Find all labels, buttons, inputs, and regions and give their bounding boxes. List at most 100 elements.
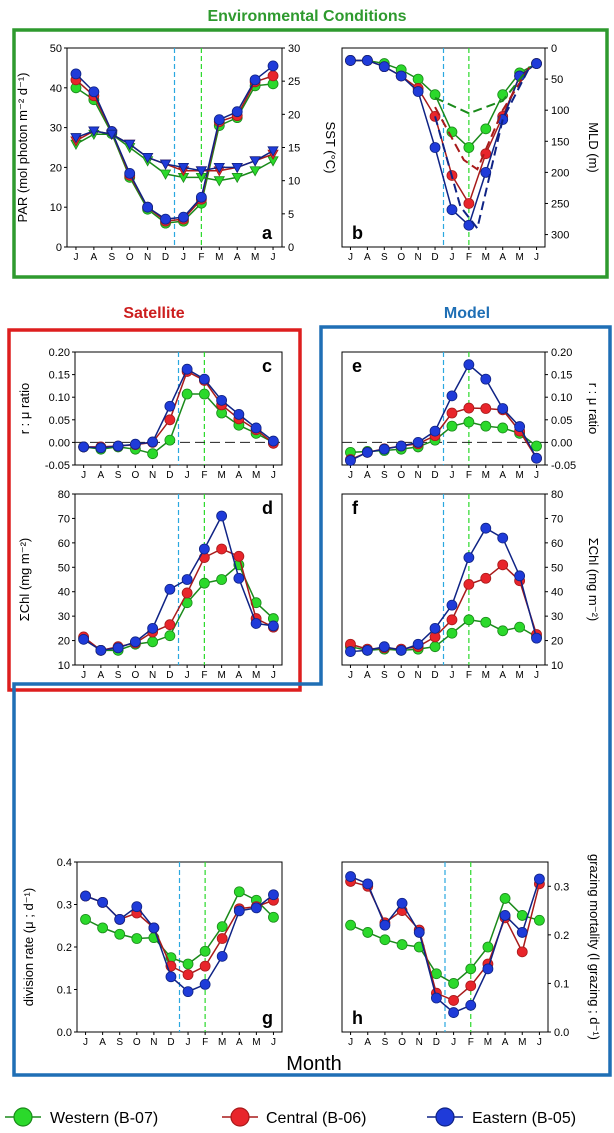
y-right-tick-label: 0.10 [551, 392, 572, 404]
y-right-tick-label: 300 [551, 230, 569, 242]
data-point [198, 373, 210, 385]
panel-label: f [352, 498, 359, 518]
y-tick-label: 10 [50, 202, 62, 214]
panel-label: a [262, 223, 273, 243]
data-point [97, 922, 109, 934]
y-right-axis-title: MLD (m) [586, 122, 601, 173]
model-frame [12, 325, 612, 1077]
data-point [178, 211, 189, 223]
data-point [195, 191, 207, 203]
y-right-tick-label: 0.2 [554, 930, 569, 942]
sst-marker [267, 146, 279, 157]
y-right-tick-label: 250 [551, 198, 569, 210]
data-point [465, 980, 477, 992]
data-point [429, 641, 441, 653]
x-tick-label: J [73, 252, 78, 263]
x-tick-label: J [83, 1037, 88, 1048]
data-point [396, 897, 408, 909]
x-tick-label: N [415, 252, 422, 263]
x-tick-label: M [482, 670, 490, 681]
y-right-tick-label: 10 [288, 176, 300, 188]
x-tick-label: A [364, 252, 371, 263]
x-tick-label: J [449, 252, 454, 263]
data-point [249, 74, 261, 86]
data-point [95, 644, 107, 656]
x-tick-label: J [348, 470, 353, 481]
data-point [463, 142, 475, 153]
sst-marker [213, 162, 225, 174]
data-point [463, 578, 475, 590]
data-point [181, 574, 193, 585]
x-tick-label: D [433, 1037, 440, 1048]
x-tick-label: J [451, 1037, 456, 1048]
data-point [216, 950, 228, 962]
x-tick-label: N [144, 252, 151, 263]
x-tick-label: F [466, 470, 472, 481]
data-point [531, 440, 542, 452]
y-right-tick-label: 0.1 [554, 978, 569, 990]
data-point [395, 70, 407, 82]
x-tick-label: S [115, 470, 122, 481]
data-point [95, 442, 107, 454]
legend-marker-eastern [435, 1107, 455, 1127]
legend-item-central: Central (B-06) [222, 1107, 366, 1127]
data-point [463, 359, 475, 371]
data-point [345, 646, 356, 657]
y-tick-label: 80 [58, 489, 70, 501]
x-tick-label: A [364, 470, 371, 481]
data-point [378, 443, 390, 455]
data-point [70, 68, 82, 80]
x-tick-label: M [515, 252, 523, 263]
sst-marker [141, 153, 154, 164]
data-point [268, 911, 279, 923]
x-tick-label: M [515, 470, 523, 481]
data-point [233, 886, 245, 898]
data-point [446, 407, 458, 419]
data-point [361, 644, 373, 656]
data-point [124, 167, 136, 179]
panel-label: g [262, 1008, 273, 1028]
y-right-tick-label: 0.3 [554, 881, 569, 893]
data-point [514, 421, 526, 432]
x-tick-label: A [91, 252, 98, 263]
x-tick-label: O [398, 1037, 406, 1048]
y-axis-title: ΣChl (mg m⁻²) [17, 538, 32, 622]
x-tick-label: O [131, 470, 139, 481]
data-point [362, 878, 374, 890]
data-point [480, 616, 492, 628]
data-point [164, 619, 176, 631]
panel-label: c [262, 356, 272, 376]
data-point [112, 642, 124, 654]
data-point [199, 979, 211, 990]
x-tick-label: D [162, 252, 169, 263]
y-tick-label: 40 [50, 83, 62, 95]
data-point [446, 599, 458, 611]
data-point [147, 436, 159, 448]
data-point [142, 201, 154, 213]
y-tick-label: 30 [50, 123, 62, 135]
y-right-tick-label: 20 [551, 636, 563, 648]
data-point [497, 403, 509, 414]
data-point [497, 559, 509, 571]
y-tick-label: 30 [58, 611, 70, 623]
data-point [412, 436, 424, 448]
x-tick-label: A [99, 1037, 106, 1048]
y-tick-label: 0.00 [49, 437, 70, 449]
y-right-tick-label: 5 [288, 209, 294, 221]
data-point [114, 928, 126, 940]
y-right-tick-label: 0.05 [551, 415, 572, 427]
x-tick-label: J [271, 470, 276, 481]
data-point [482, 941, 494, 953]
y-right-tick-label: 25 [288, 76, 300, 88]
data-point [88, 86, 100, 98]
data-point [480, 403, 492, 414]
x-tick-label: A [499, 252, 506, 263]
panel-e: J A S O N D J F M A M J-0.050.000.050.100.150.20r :… [341, 347, 601, 481]
data-point [463, 416, 475, 428]
y-axis-title: PAR (mol photon m⁻² d⁻¹) [15, 72, 30, 222]
data-point [497, 532, 509, 544]
x-tick-label: O [131, 670, 139, 681]
x-tick-label: O [397, 252, 405, 263]
